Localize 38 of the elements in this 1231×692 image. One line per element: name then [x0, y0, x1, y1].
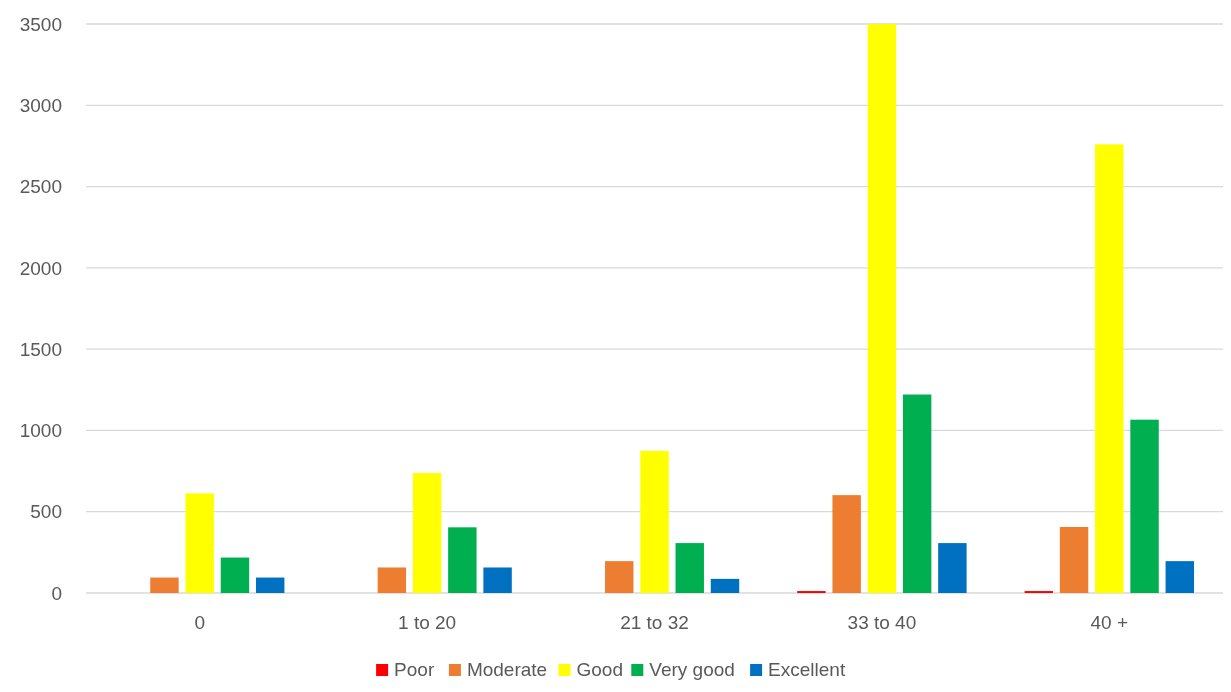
bar — [902, 394, 932, 593]
bar — [640, 450, 669, 593]
bar — [605, 561, 634, 593]
y-tick-label: 3000 — [19, 94, 62, 116]
bar — [1095, 144, 1124, 593]
legend-label: Moderate — [466, 659, 548, 680]
legend-label: Poor — [394, 659, 435, 680]
bar — [675, 543, 704, 593]
legend-label: Good — [576, 659, 623, 680]
x-tick-label: 21 to 32 — [620, 612, 689, 633]
x-tick-label: 33 to 40 — [847, 612, 917, 633]
bar — [448, 527, 477, 593]
legend-label: Excellent — [768, 659, 846, 680]
bar — [150, 577, 179, 593]
y-tick-label: 1500 — [19, 338, 62, 360]
y-tick-label: 500 — [30, 501, 62, 523]
bar — [710, 578, 740, 593]
bar — [185, 493, 214, 593]
x-tick-label: 40 + — [1090, 612, 1129, 633]
bar — [1130, 419, 1159, 593]
y-tick-label: 2000 — [19, 257, 62, 279]
y-tick-label: 2500 — [19, 176, 62, 198]
bar — [832, 495, 861, 593]
bar — [1165, 561, 1194, 593]
x-tick-label: 0 — [194, 612, 205, 633]
bar — [412, 473, 442, 593]
bar — [377, 567, 407, 593]
y-tick-label: 3500 — [19, 13, 62, 35]
legend-label: Very good — [649, 659, 735, 680]
bar — [867, 24, 897, 593]
y-tick-label: 1000 — [19, 420, 62, 442]
bar — [255, 577, 285, 593]
bar — [938, 543, 967, 593]
x-tick-label: 1 to 20 — [398, 612, 457, 633]
bar — [1059, 527, 1089, 593]
y-tick-label: 0 — [51, 582, 62, 604]
bar — [220, 557, 250, 593]
bar — [483, 567, 512, 593]
